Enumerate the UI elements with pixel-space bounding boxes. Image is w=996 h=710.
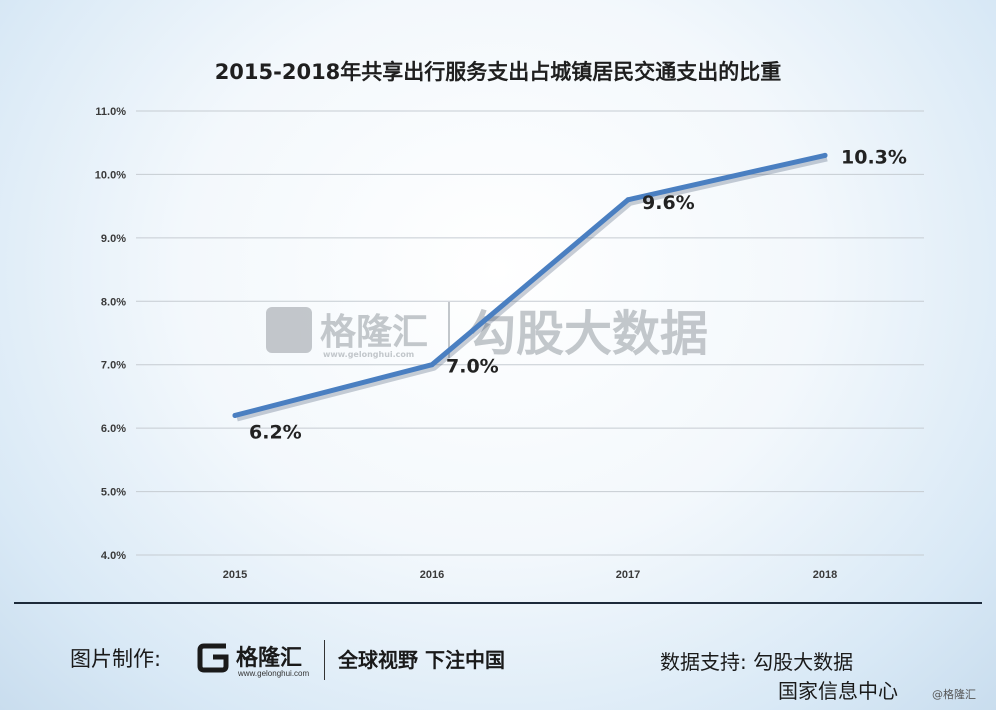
watermark-partner: 勾股大数据 bbox=[468, 306, 708, 362]
grid-lines bbox=[136, 110, 924, 556]
data-label: 9.6% bbox=[642, 192, 695, 214]
x-tick-label: 2015 bbox=[223, 569, 247, 581]
y-axis-ticks: 4.0% 5.0% 6.0% 7.0% 8.0% 9.0% 10.0% 11.0% bbox=[95, 106, 126, 562]
x-tick-label: 2016 bbox=[420, 569, 444, 581]
chart-title: 2015-2018年共享出行服务支出占城镇居民交通支出的比重 bbox=[214, 60, 782, 84]
series-line bbox=[232, 152, 828, 418]
data-point bbox=[822, 152, 828, 158]
watermark-url: www.gelonghui.com bbox=[323, 350, 414, 359]
y-tick-label: 8.0% bbox=[101, 296, 126, 308]
brand-url: www.gelonghui.com bbox=[238, 669, 310, 678]
corner-watermark: @格隆汇 bbox=[932, 688, 976, 701]
y-tick-label: 9.0% bbox=[101, 233, 126, 245]
data-labels: 6.2% 7.0% 9.6% 10.3% bbox=[249, 146, 907, 443]
x-tick-label: 2017 bbox=[616, 569, 640, 581]
watermark-logo-box bbox=[266, 307, 312, 353]
line-chart: 4.0%5.0%6.0%7.0%8.0%9.0%10.0%11.0% 2015 2… bbox=[95, 106, 924, 581]
data-label: 6.2% bbox=[249, 421, 302, 443]
y-tick-label: 10.0% bbox=[95, 169, 126, 181]
source-line2: 国家信息中心 bbox=[778, 679, 898, 703]
y-tick-label: 7.0% bbox=[101, 360, 126, 372]
slogan: 全球视野 下注中国 bbox=[338, 648, 505, 672]
data-point bbox=[625, 197, 631, 203]
series-group bbox=[232, 152, 828, 422]
svg-text:G: G bbox=[275, 312, 303, 352]
source-label: 数据支持: 勾股大数据 bbox=[660, 650, 854, 674]
brand-separator bbox=[324, 640, 325, 680]
y-tick-label: 4.0% bbox=[101, 550, 126, 562]
watermark-brand: 格隆汇 bbox=[320, 312, 428, 353]
x-axis-ticks: 2015 2016 2017 2018 bbox=[223, 569, 837, 581]
x-tick-label: 2018 bbox=[813, 569, 837, 581]
y-tick-label: 11.0% bbox=[95, 106, 126, 118]
brand-name: 格隆汇 bbox=[236, 646, 303, 671]
data-label: 7.0% bbox=[446, 356, 499, 378]
y-tick-label: 6.0% bbox=[101, 423, 126, 435]
data-label: 10.3% bbox=[841, 146, 907, 168]
brand-logo-icon bbox=[197, 643, 229, 673]
data-point bbox=[232, 412, 238, 418]
y-tick-label: 5.0% bbox=[101, 487, 126, 499]
credit-label: 图片制作: bbox=[70, 647, 162, 671]
series-line-shadow bbox=[236, 155, 828, 422]
watermark: G 格隆汇 www.gelonghui.com 勾股大数据 bbox=[266, 302, 708, 362]
footer-divider bbox=[14, 602, 982, 604]
data-point bbox=[429, 362, 435, 368]
